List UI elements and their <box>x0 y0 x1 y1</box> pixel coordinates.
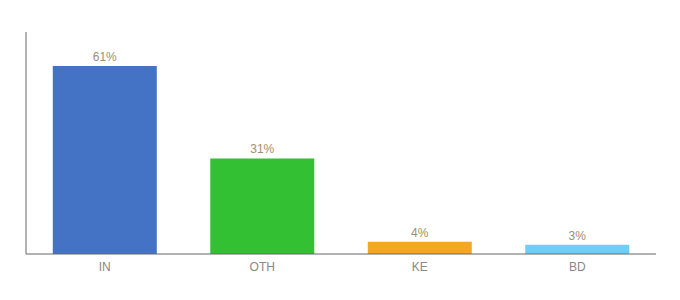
svg-text:3%: 3% <box>569 229 587 243</box>
svg-text:IN: IN <box>99 260 111 274</box>
svg-text:4%: 4% <box>411 226 429 240</box>
svg-text:KE: KE <box>412 260 428 274</box>
svg-text:BD: BD <box>569 260 586 274</box>
svg-text:61%: 61% <box>93 50 117 64</box>
svg-text:OTH: OTH <box>250 260 275 274</box>
svg-text:31%: 31% <box>250 142 274 156</box>
